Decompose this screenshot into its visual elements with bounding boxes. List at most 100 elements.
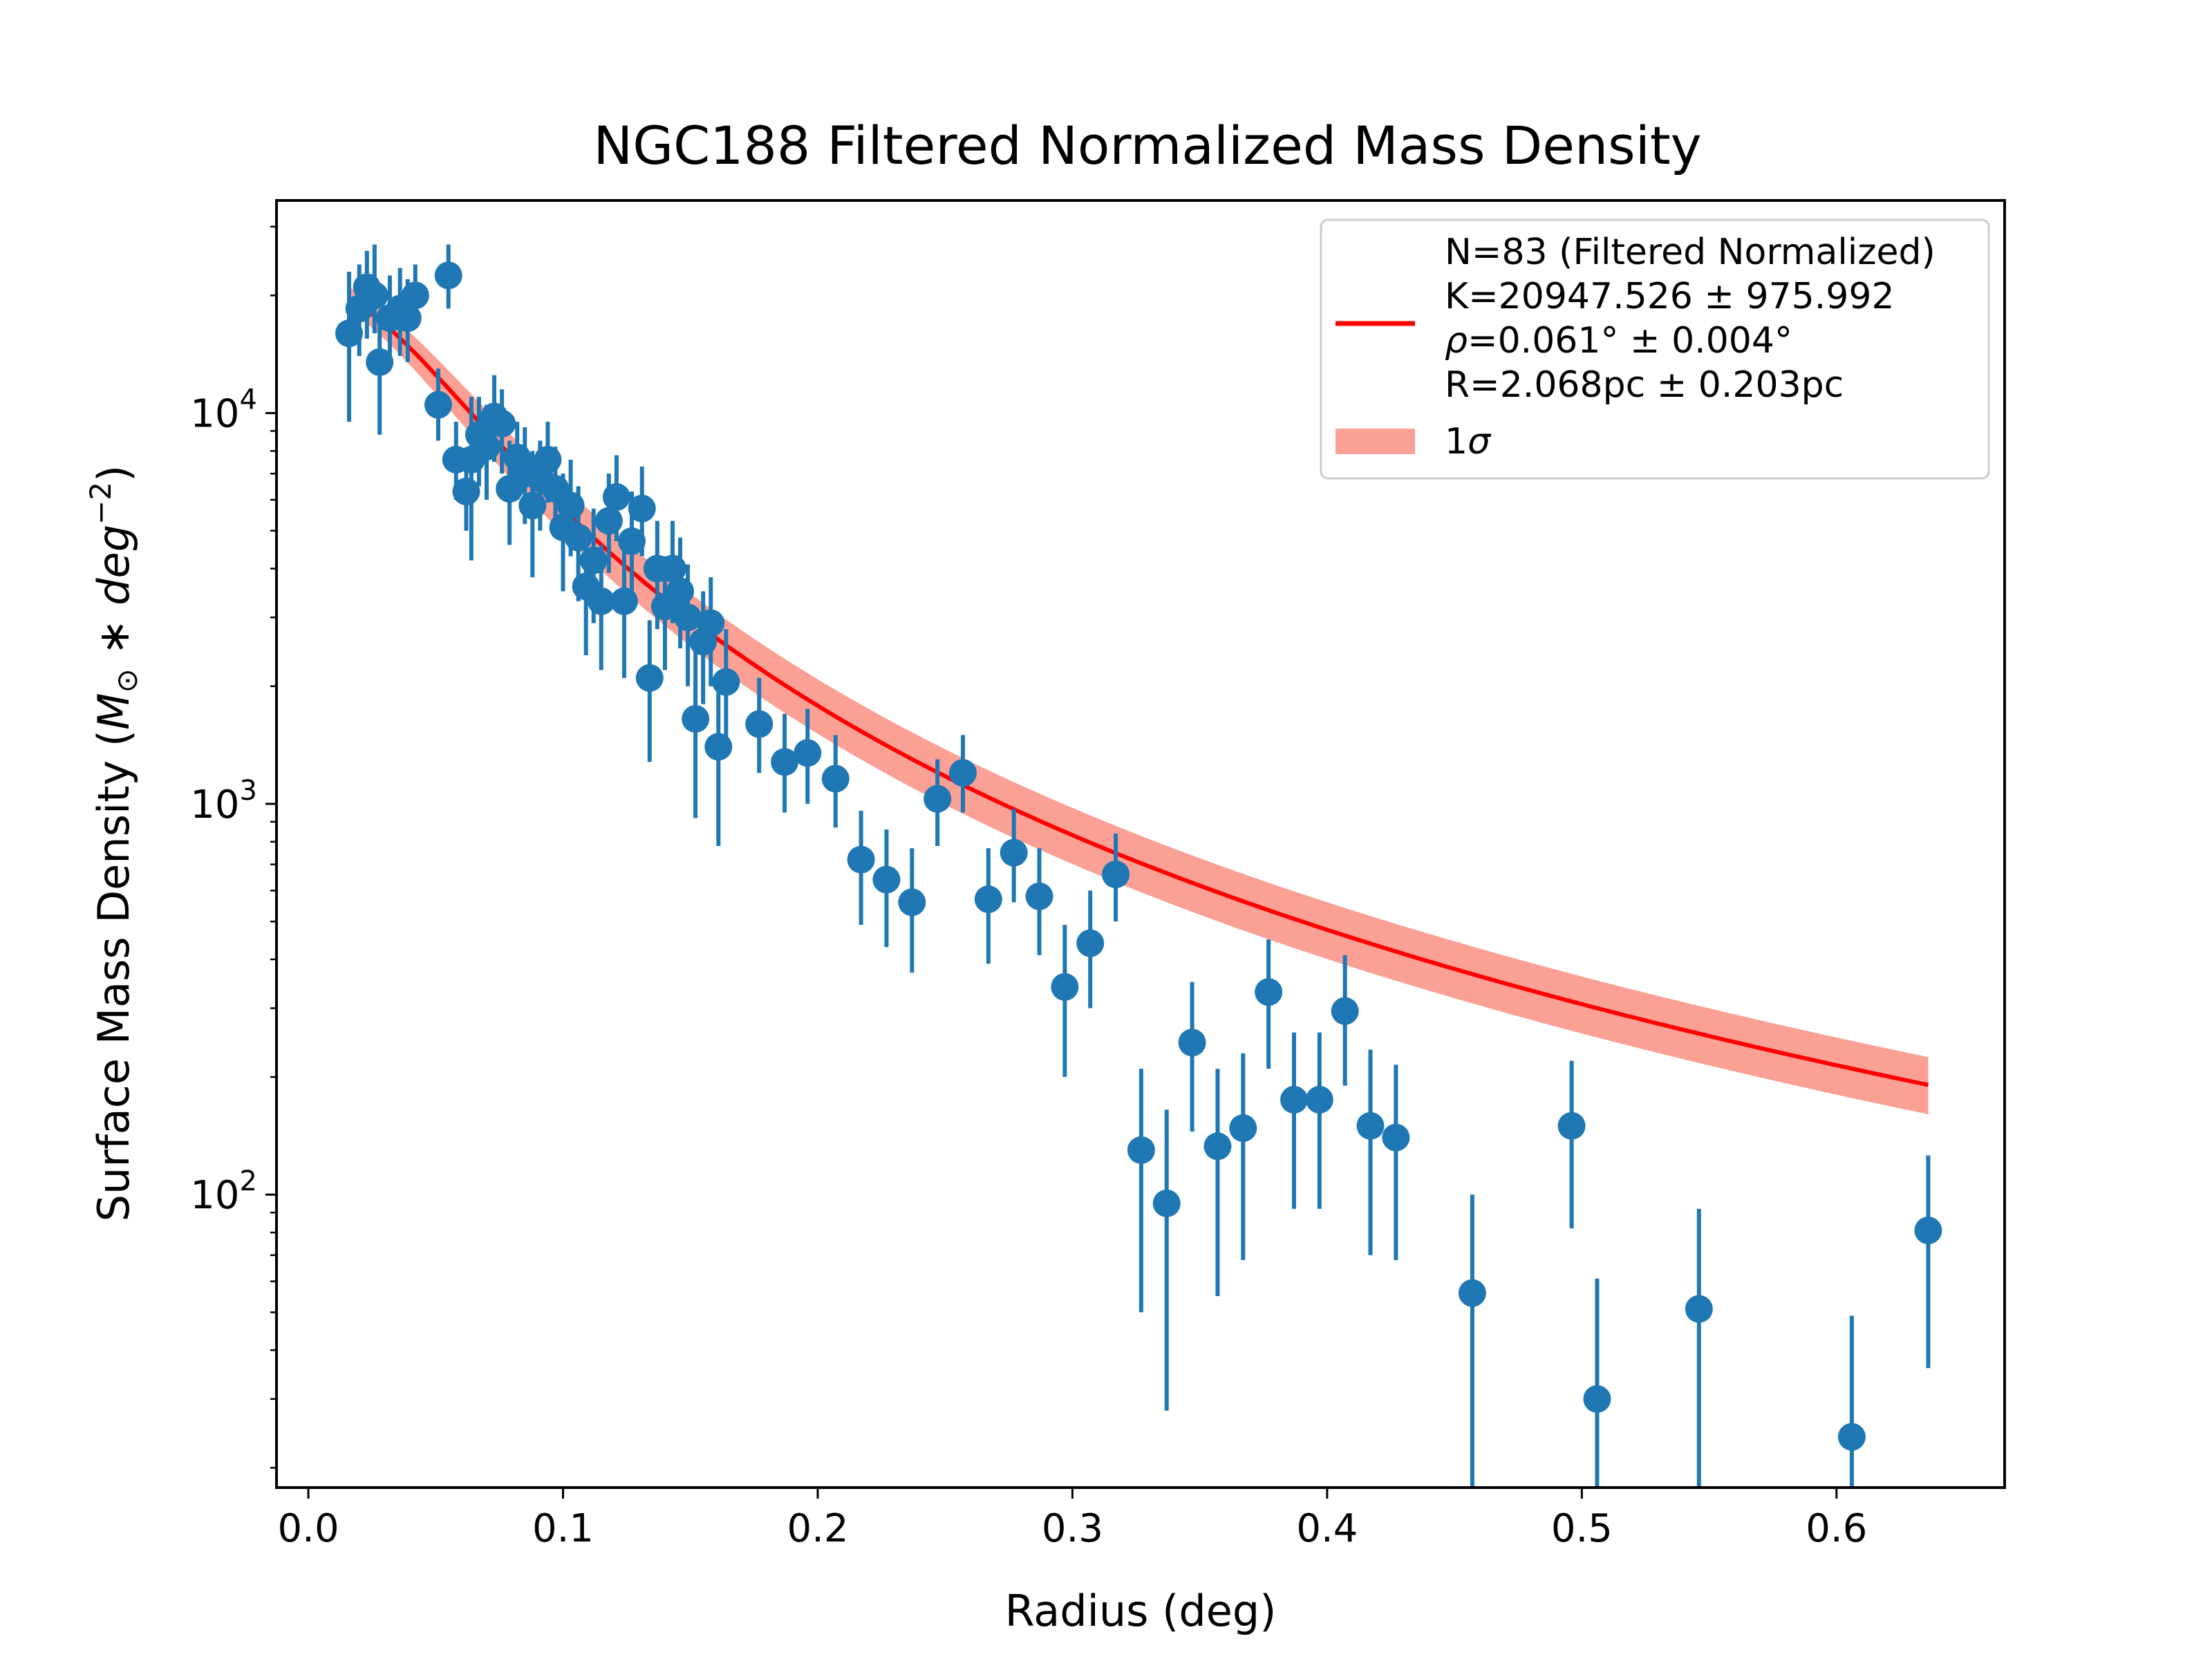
data-point <box>674 564 702 686</box>
legend-fit-line-1: N=83 (Filtered Normalized) <box>1445 232 1936 273</box>
data-point <box>360 244 388 334</box>
chart-title: NGC188 Filtered Normalized Mass Density <box>593 115 1701 176</box>
data-point <box>821 735 850 828</box>
data-point <box>335 272 364 422</box>
legend-band-swatch <box>1335 429 1415 454</box>
data-point <box>1152 1109 1181 1411</box>
confidence-band <box>349 287 1929 1114</box>
data-point <box>745 677 774 774</box>
data-point <box>1076 890 1105 1009</box>
data-marker <box>674 603 702 632</box>
data-marker <box>602 482 630 511</box>
data-point <box>1685 1208 1713 1488</box>
data-marker <box>1557 1112 1586 1140</box>
data-marker <box>821 765 850 793</box>
data-marker <box>872 865 901 894</box>
data-point <box>1331 955 1359 1086</box>
data-marker <box>1102 860 1130 888</box>
x-tick-label: 0.4 <box>1296 1506 1358 1551</box>
data-marker <box>948 759 977 787</box>
data-point <box>974 848 1002 964</box>
y-axis-label-close: ) <box>88 465 139 482</box>
data-marker <box>1837 1423 1866 1451</box>
data-marker <box>366 348 394 376</box>
data-marker <box>898 888 926 917</box>
y-tick-label: 102 <box>190 1165 257 1218</box>
fit-curve-line <box>348 297 1929 1087</box>
legend-rho-value: =0.061° ± 0.004° <box>1468 320 1792 362</box>
data-marker <box>745 710 774 738</box>
data-point <box>712 629 740 747</box>
legend: N=83 (Filtered Normalized) K=20947.526 ±… <box>1320 218 1990 480</box>
data-point <box>1127 1069 1155 1313</box>
data-point <box>635 620 664 762</box>
data-point <box>424 368 452 441</box>
data-marker <box>1305 1085 1333 1114</box>
y-axis-label-superscript: −2 <box>84 482 118 525</box>
data-marker <box>587 587 615 615</box>
data-point <box>1557 1060 1586 1228</box>
data-point <box>1305 1032 1333 1209</box>
data-marker <box>682 704 710 733</box>
data-marker <box>1178 1029 1206 1057</box>
data-marker <box>1127 1136 1155 1164</box>
data-marker <box>360 281 388 310</box>
data-point <box>1178 982 1206 1132</box>
data-marker <box>434 261 462 290</box>
data-marker <box>628 494 656 523</box>
data-marker <box>974 885 1002 913</box>
data-point <box>434 244 462 309</box>
data-point <box>898 848 926 973</box>
data-point <box>794 709 822 804</box>
data-marker <box>712 668 740 696</box>
data-marker <box>635 664 664 692</box>
data-point <box>924 759 952 846</box>
data-point <box>847 810 875 926</box>
data-point <box>1255 939 1283 1069</box>
data-marker <box>488 409 516 438</box>
fit-curve <box>348 297 1929 1087</box>
data-point <box>697 577 725 686</box>
data-point <box>771 713 799 813</box>
data-marker <box>1914 1216 1942 1244</box>
data-point <box>1203 1069 1232 1297</box>
data-marker <box>1152 1189 1181 1217</box>
data-marker <box>1583 1385 1611 1413</box>
x-tick-label: 0.2 <box>787 1506 848 1551</box>
confidence-band-area <box>349 287 1929 1114</box>
legend-fit-line-2: K=20947.526 ± 975.992 <box>1445 276 1895 317</box>
data-marker <box>1255 978 1283 1006</box>
legend-band-label-sigma: σ <box>1468 421 1492 462</box>
data-marker <box>697 609 725 637</box>
data-points <box>335 244 1942 1488</box>
data-marker <box>1229 1114 1257 1142</box>
data-marker <box>610 587 638 615</box>
data-marker <box>1025 882 1053 910</box>
data-point <box>602 455 630 541</box>
data-point <box>1229 1053 1257 1260</box>
legend-box <box>1320 218 1990 480</box>
data-point <box>401 264 429 328</box>
y-tick-label: 104 <box>190 384 257 437</box>
x-tick-label: 0.6 <box>1806 1506 1867 1551</box>
x-tick-label: 0.1 <box>532 1506 594 1551</box>
data-point <box>587 545 615 671</box>
y-axis-ticks: 102 103 104 <box>190 225 276 1469</box>
data-marker <box>1076 929 1105 957</box>
x-tick-label: 0.3 <box>1042 1506 1103 1551</box>
data-point <box>488 389 516 474</box>
data-marker <box>794 739 822 767</box>
data-point <box>1280 1032 1308 1209</box>
data-marker <box>1051 973 1079 1001</box>
data-marker <box>847 845 875 874</box>
data-point <box>1356 1049 1385 1255</box>
data-marker <box>401 281 429 310</box>
data-marker <box>1685 1295 1713 1323</box>
data-point <box>1583 1278 1611 1488</box>
legend-fit-line-4: R=2.068pc ± 0.203pc <box>1445 364 1844 406</box>
y-axis-label-symbol: M <box>88 693 139 730</box>
y-tick-label: 103 <box>190 775 257 827</box>
x-tick-label: 0.5 <box>1551 1506 1613 1551</box>
y-axis-label-subscript: ⊙ <box>110 668 144 693</box>
data-point <box>1914 1155 1942 1369</box>
